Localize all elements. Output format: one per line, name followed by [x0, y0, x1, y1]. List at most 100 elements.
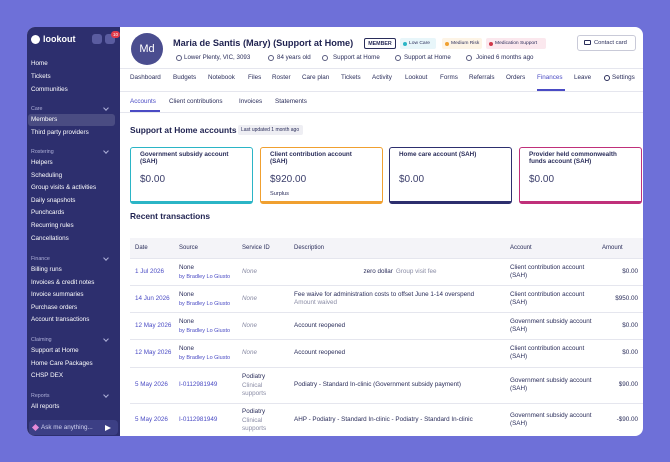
nav-link[interactable]: Home Care Packages	[31, 359, 93, 367]
subtab[interactable]: Statements	[275, 98, 307, 105]
avatar-initials: Md	[139, 43, 155, 55]
source-author[interactable]: by Bradley Lo Giusto	[179, 300, 231, 307]
subtab[interactable]: Accounts	[130, 98, 156, 105]
amount-cell: $0.00	[598, 258, 638, 285]
tab[interactable]: Dashboard	[130, 74, 161, 81]
tag-text: Medication Support	[495, 40, 538, 46]
source: None	[179, 317, 195, 325]
date[interactable]: 5 May 2026	[135, 381, 168, 388]
nav-link[interactable]: CHSP DEX	[31, 372, 64, 380]
detail-icon	[322, 55, 328, 61]
date-cell: 14 Jun 2026	[135, 285, 177, 312]
member-detail: Lower Plenty, VIC, 3093	[184, 54, 251, 61]
updated-badge	[238, 125, 303, 135]
account-card-value: $0.00	[529, 174, 555, 185]
source: None	[179, 290, 195, 298]
account-card-title: Government subsidy account (SAH)	[140, 151, 229, 165]
account: Government subsidy account (SAH)	[510, 317, 592, 333]
tab[interactable]: Referrals	[469, 74, 495, 81]
nav-link[interactable]: Scheduling	[31, 171, 63, 179]
date-cell: 12 May 2026	[135, 339, 177, 367]
service-type: Clinical supports	[242, 416, 267, 432]
tab[interactable]: Tickets	[341, 74, 361, 81]
nav-link[interactable]: Daily snapshots	[31, 196, 76, 204]
source-author[interactable]: by Bradley Lo Giusto	[179, 327, 231, 334]
tab[interactable]: Notebook	[208, 74, 235, 81]
nav-link[interactable]: All reports	[31, 403, 60, 410]
nav-link[interactable]: Support at Home	[31, 347, 79, 354]
active-nav-bg	[28, 114, 115, 126]
nav-link[interactable]: Purchase orders	[31, 303, 78, 311]
member-badge	[364, 38, 396, 49]
amount-cell: $950.00	[598, 285, 638, 312]
description-cell: Account reopened	[294, 339, 506, 367]
date[interactable]: 1 Jul 2026	[135, 267, 165, 275]
tab[interactable]: Files	[248, 74, 262, 81]
notifications-button[interactable]	[105, 34, 115, 44]
tab[interactable]: Leave	[574, 74, 592, 81]
subtab[interactable]: Invoices	[239, 98, 263, 105]
tab[interactable]: Care plan	[302, 74, 330, 81]
subtab[interactable]: Client contributions	[169, 98, 223, 105]
tab[interactable]: Lookout	[405, 74, 428, 81]
date[interactable]: 12 May 2026	[135, 349, 172, 356]
account-card-note: Surplus	[270, 191, 289, 197]
tab[interactable]: Finances	[537, 74, 563, 81]
detail-icon	[395, 55, 401, 61]
nav-link[interactable]: Billing runs	[31, 266, 62, 273]
tag	[442, 38, 482, 49]
nav-link[interactable]: Group visits & activities	[31, 184, 97, 192]
source-cell: None by Bradley Lo Giusto	[179, 339, 241, 367]
nav-link[interactable]: Tickets	[31, 73, 51, 80]
amount: $950.00	[615, 294, 638, 302]
ask-box[interactable]	[29, 420, 118, 435]
service-cell: None	[242, 312, 276, 339]
nav-link[interactable]: Communities	[31, 86, 68, 93]
tag	[486, 38, 546, 49]
detail-icon	[268, 55, 274, 61]
description: Fee waive for administration costs to of…	[294, 290, 475, 298]
send-icon	[105, 425, 111, 431]
tab[interactable]: Activity	[372, 74, 392, 81]
account: Client contribution account (SAH)	[510, 345, 585, 360]
service-cell: None	[242, 258, 276, 285]
account-card	[389, 147, 512, 204]
tab[interactable]: Settings	[612, 74, 635, 81]
divider	[120, 68, 643, 69]
nav-link[interactable]: Invoices & credit notes	[31, 278, 95, 286]
date[interactable]: 5 May 2026	[135, 415, 168, 423]
service-cell: None	[242, 339, 276, 367]
nav-link[interactable]: Recurring rules	[31, 222, 74, 229]
source-cell: None by Bradley Lo Giusto	[179, 285, 241, 312]
nav-link[interactable]: Punchcards	[31, 209, 65, 217]
collapse-button[interactable]	[92, 34, 102, 44]
service-id: Podiatry	[242, 407, 266, 415]
source-author[interactable]: by Bradley Lo Giusto	[179, 355, 231, 361]
tab[interactable]: Forms	[440, 74, 458, 81]
nav-link[interactable]: Cancellations	[31, 234, 69, 242]
service-id: None	[242, 294, 258, 302]
tag-text: Medium Risk	[451, 40, 480, 46]
nav-link[interactable]: Third party providers	[31, 128, 89, 136]
tab[interactable]: Budgets	[173, 74, 197, 81]
date[interactable]: 14 Jun 2026	[135, 294, 170, 302]
contact-card-label: Contact card	[594, 40, 627, 46]
column-header: Amount	[602, 245, 623, 251]
date[interactable]: 12 May 2026	[135, 321, 172, 329]
nav-link[interactable]: Home	[31, 60, 48, 67]
nav-link[interactable]: Members	[31, 116, 58, 123]
tab[interactable]: Orders	[506, 74, 526, 81]
date-cell: 1 Jul 2026	[135, 258, 177, 285]
tab[interactable]: Roster	[272, 74, 291, 81]
description-note: Amount waived	[294, 298, 338, 306]
column-header: Date	[135, 245, 148, 251]
nav-link[interactable]: Account transactions	[31, 316, 90, 324]
contact-card-button[interactable]	[577, 35, 636, 51]
nav-link[interactable]: Invoice summaries	[31, 291, 84, 299]
source[interactable]: I-0112981949	[179, 381, 218, 388]
source-author[interactable]: by Bradley Lo Giusto	[179, 273, 231, 280]
nav-link[interactable]: Helpers	[31, 159, 53, 166]
active-tab-underline	[537, 89, 565, 91]
source[interactable]: I-0112981949	[179, 415, 218, 423]
member-detail: Joined 6 months ago	[476, 54, 534, 61]
